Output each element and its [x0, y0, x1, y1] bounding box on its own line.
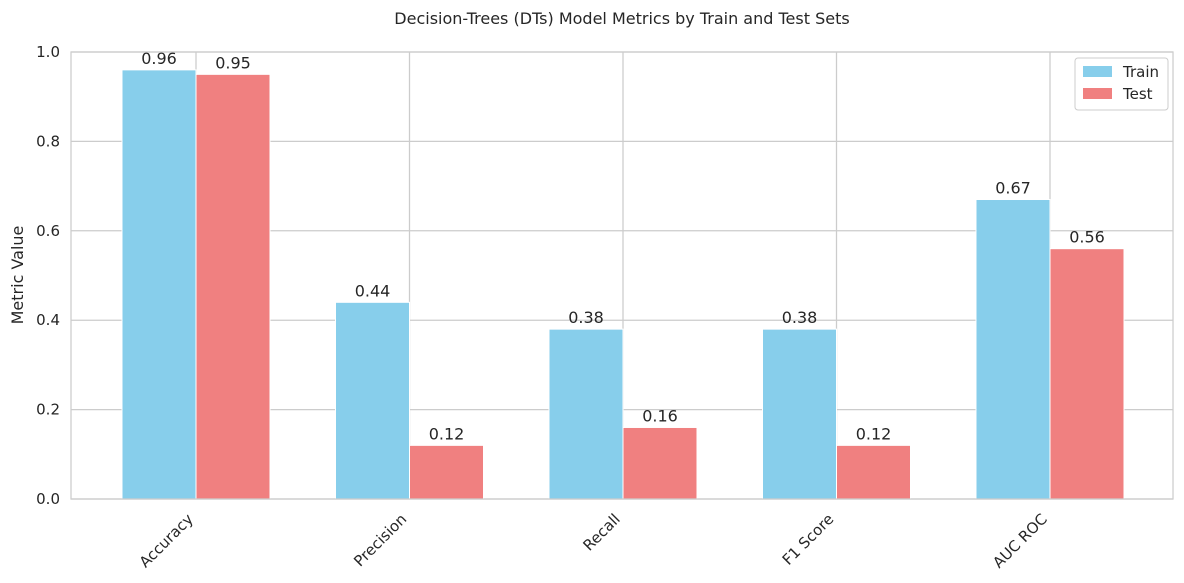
- bar-test: [195, 73, 271, 500]
- bar-value-label: 0.96: [141, 49, 177, 68]
- x-tick-label: F1 Score: [779, 510, 838, 569]
- plot-frame: [70, 51, 1174, 500]
- bar-test: [836, 444, 911, 500]
- legend-swatch-train: [1083, 66, 1112, 77]
- y-tick-label: 0.6: [36, 222, 60, 240]
- bar-train: [335, 301, 410, 500]
- bar-value-label: 0.12: [856, 424, 892, 443]
- y-tick-label: 0.0: [36, 490, 60, 508]
- y-tick-label: 0.2: [36, 401, 60, 419]
- bar-train: [762, 328, 837, 500]
- legend: Train Test: [1074, 57, 1169, 111]
- bar-value-label: 0.38: [568, 308, 604, 327]
- bars: [121, 69, 1125, 500]
- bar-value-label: 0.95: [215, 53, 251, 72]
- x-tick-label: Precision: [350, 510, 410, 570]
- y-tick-label: 0.8: [36, 132, 60, 150]
- y-tick-label: 0.4: [36, 311, 60, 329]
- x-tick-label: Recall: [579, 510, 623, 554]
- bar-value-label: 0.12: [429, 424, 465, 443]
- bar-value-label: 0.67: [995, 179, 1031, 198]
- x-tick-label: AUC ROC: [989, 510, 1051, 572]
- legend-swatch-test: [1083, 88, 1112, 99]
- bar-value-label: 0.56: [1069, 228, 1105, 247]
- x-tick-labels: Accuracy Precision Recall F1 Score AUC ROC: [136, 510, 1051, 572]
- bar-test: [1049, 248, 1125, 500]
- bar-value-label: 0.16: [642, 406, 678, 425]
- x-tick-label: Accuracy: [136, 510, 197, 571]
- chart-title: Decision-Trees (DTs) Model Metrics by Tr…: [394, 9, 849, 28]
- bar-value-label: 0.38: [782, 308, 818, 327]
- y-tick-labels: 0.0 0.2 0.4 0.6 0.8 1.0: [36, 43, 60, 508]
- bar-train: [548, 328, 624, 500]
- y-tick-label: 1.0: [36, 43, 60, 61]
- bar-train: [975, 199, 1051, 500]
- bar-test: [409, 444, 484, 500]
- bar-train: [121, 69, 197, 500]
- y-axis-label: Metric Value: [8, 226, 27, 325]
- bar-value-labels: 0.96 0.44 0.38 0.38 0.67 0.95 0.12 0.16 0.12 0.56: [141, 49, 1105, 443]
- bar-value-label: 0.44: [355, 281, 391, 300]
- legend-label-test: Test: [1122, 85, 1153, 103]
- bar-test: [622, 426, 698, 500]
- legend-label-train: Train: [1122, 63, 1159, 81]
